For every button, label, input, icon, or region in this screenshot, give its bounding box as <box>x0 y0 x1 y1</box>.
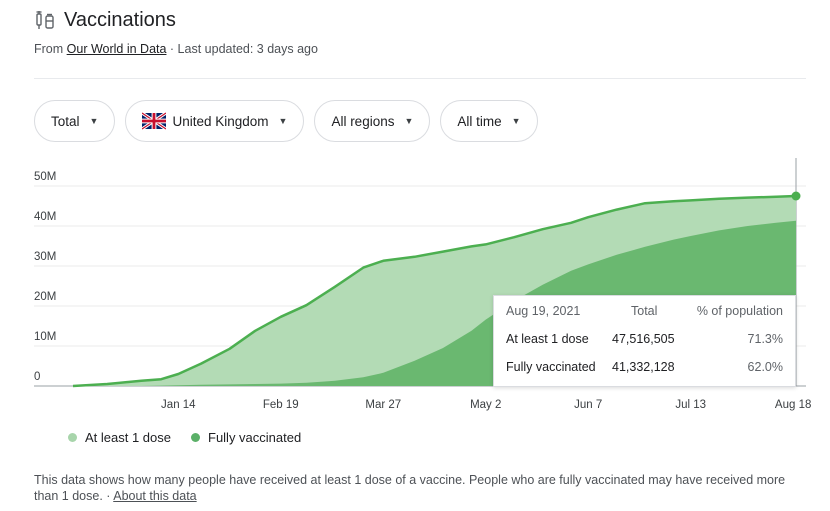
x-tick-label: Jul 13 <box>675 399 706 411</box>
x-tick-label: Aug 18 <box>775 399 811 411</box>
tooltip-row-label: At least 1 dose <box>506 332 589 346</box>
dose1-line <box>72 194 797 388</box>
chart-tooltip: Aug 19, 2021 Total % of population At le… <box>493 295 796 387</box>
y-tick-label: 10M <box>34 331 56 343</box>
region-filter-label: All regions <box>331 113 395 129</box>
legend-label: Fully vaccinated <box>208 430 302 445</box>
source-line: From Our World in Data · Last updated: 3… <box>34 42 806 56</box>
total-filter-label: Total <box>51 113 80 129</box>
source-prefix: From <box>34 42 67 56</box>
total-filter[interactable]: Total ▼ <box>34 100 116 142</box>
y-tick-label: 40M <box>34 211 56 223</box>
time-filter[interactable]: All time ▼ <box>440 100 538 142</box>
tooltip-date: Aug 19, 2021 <box>506 304 581 318</box>
chevron-down-icon: ▼ <box>278 116 288 126</box>
legend-dot <box>191 433 200 442</box>
legend-label: At least 1 dose <box>85 430 171 445</box>
x-tick-label: Mar 27 <box>365 399 401 411</box>
tooltip-row-label: Fully vaccinated <box>506 360 596 374</box>
hover-point <box>791 191 801 201</box>
legend-item[interactable]: Fully vaccinated <box>191 430 301 445</box>
syringe-icon <box>36 11 54 29</box>
time-filter-label: All time <box>457 113 502 129</box>
chevron-down-icon: ▼ <box>404 116 414 126</box>
filter-bar: Total ▼ United Kingdom ▼ All regions ▼ A… <box>34 100 538 142</box>
country-filter[interactable]: United Kingdom ▼ <box>125 100 305 142</box>
tooltip-row-pct: 71.3% <box>747 332 783 346</box>
source-link[interactable]: Our World in Data <box>66 42 167 56</box>
footnote: This data shows how many people have rec… <box>34 472 804 504</box>
country-filter-label: United Kingdom <box>172 113 269 129</box>
y-tick-label: 0 <box>34 371 40 383</box>
legend-item[interactable]: At least 1 dose <box>68 430 171 445</box>
uk-flag-icon <box>142 111 167 131</box>
page-title: Vaccinations <box>64 8 176 31</box>
x-tick-label: Feb 19 <box>263 399 299 411</box>
tooltip-pct-header: % of population <box>696 304 783 318</box>
tooltip-row-total: 47,516,505 <box>612 332 675 346</box>
chevron-down-icon: ▼ <box>89 116 99 126</box>
x-tick-label: May 2 <box>470 399 501 411</box>
tooltip-row-total: 41,332,128 <box>612 360 675 374</box>
tooltip-total-header: Total <box>631 304 658 318</box>
divider <box>34 78 806 79</box>
x-tick-label: Jun 7 <box>574 399 602 411</box>
y-tick-label: 30M <box>34 251 56 263</box>
chevron-down-icon: ▼ <box>511 116 521 126</box>
legend-dot <box>68 433 77 442</box>
chart-legend: At least 1 dose Fully vaccinated <box>68 430 301 445</box>
about-data-link[interactable]: About this data <box>113 489 197 503</box>
y-tick-label: 50M <box>34 171 56 183</box>
footnote-text: This data shows how many people have rec… <box>34 473 786 503</box>
header: Vaccinations From Our World in Data · La… <box>34 8 806 57</box>
region-filter[interactable]: All regions ▼ <box>314 100 431 142</box>
tooltip-row-pct: 62.0% <box>747 360 783 374</box>
x-tick-label: Jan 14 <box>161 399 196 411</box>
last-updated: · Last updated: 3 days ago <box>166 42 318 56</box>
y-tick-label: 20M <box>34 291 56 303</box>
